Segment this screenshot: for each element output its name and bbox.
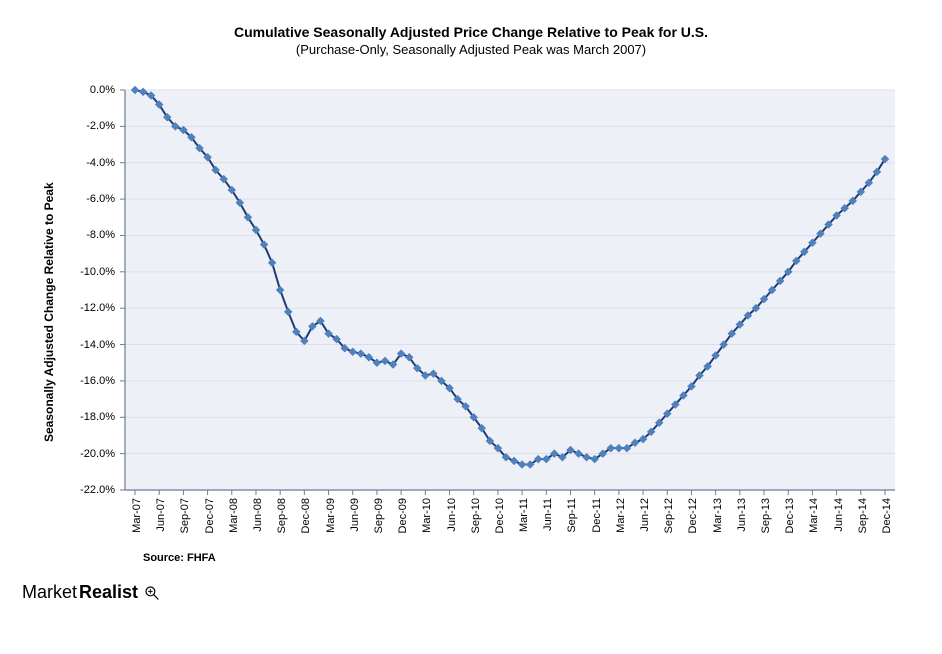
y-tick-label: -20.0% xyxy=(70,448,115,460)
x-tick-label: Sep-13 xyxy=(760,498,772,533)
x-tick-label: Sep-14 xyxy=(857,498,869,533)
y-tick-label: 0.0% xyxy=(70,84,115,96)
x-tick-label: Sep-07 xyxy=(179,498,191,533)
magnifying-glass-icon xyxy=(144,585,160,601)
y-tick-label: -22.0% xyxy=(70,484,115,496)
x-tick-label: Sep-12 xyxy=(663,498,675,533)
y-tick-label: -10.0% xyxy=(70,266,115,278)
x-tick-label: Jun-08 xyxy=(252,498,264,532)
x-tick-label: Jun-10 xyxy=(446,498,458,532)
x-tick-label: Dec-14 xyxy=(881,498,893,533)
x-tick-label: Dec-13 xyxy=(784,498,796,533)
x-tick-label: Mar-10 xyxy=(421,498,433,533)
x-tick-label: Jun-09 xyxy=(349,498,361,532)
y-tick-label: -16.0% xyxy=(70,375,115,387)
line-chart xyxy=(125,90,895,490)
x-tick-label: Sep-10 xyxy=(470,498,482,533)
x-tick-label: Jun-14 xyxy=(833,498,845,532)
x-tick-label: Sep-11 xyxy=(566,498,578,533)
x-tick-label: Dec-12 xyxy=(687,498,699,533)
chart-title: Cumulative Seasonally Adjusted Price Cha… xyxy=(0,24,942,40)
x-tick-label: Dec-11 xyxy=(591,498,603,533)
x-tick-label: Mar-07 xyxy=(131,498,143,533)
y-tick-label: -4.0% xyxy=(70,157,115,169)
y-tick-label: -12.0% xyxy=(70,302,115,314)
x-tick-label: Jun-12 xyxy=(639,498,651,532)
y-tick-label: -14.0% xyxy=(70,339,115,351)
page-root: Cumulative Seasonally Adjusted Price Cha… xyxy=(0,0,942,654)
x-tick-label: Dec-09 xyxy=(397,498,409,533)
y-axis-label: Seasonally Adjusted Change Relative to P… xyxy=(42,182,56,442)
x-tick-label: Jun-13 xyxy=(736,498,748,532)
chart-subtitle: (Purchase-Only, Seasonally Adjusted Peak… xyxy=(0,42,942,57)
logo-word-1: Market xyxy=(22,582,77,603)
logo-word-2: Realist xyxy=(79,582,138,603)
x-tick-label: Dec-07 xyxy=(204,498,216,533)
x-tick-label: Sep-08 xyxy=(276,498,288,533)
x-tick-label: Sep-09 xyxy=(373,498,385,533)
y-tick-label: -2.0% xyxy=(70,120,115,132)
x-tick-label: Mar-08 xyxy=(228,498,240,533)
x-tick-label: Mar-11 xyxy=(518,498,530,532)
y-tick-label: -8.0% xyxy=(70,229,115,241)
x-tick-label: Mar-09 xyxy=(325,498,337,533)
x-tick-label: Dec-10 xyxy=(494,498,506,533)
x-tick-label: Mar-13 xyxy=(712,498,724,533)
x-tick-label: Mar-12 xyxy=(615,498,627,533)
source-label: Source: FHFA xyxy=(143,552,216,564)
chart-title-block: Cumulative Seasonally Adjusted Price Cha… xyxy=(0,24,942,57)
x-tick-label: Jun-07 xyxy=(155,498,167,532)
market-realist-logo: Market Realist xyxy=(22,582,160,603)
x-tick-label: Jun-11 xyxy=(542,498,554,531)
x-tick-label: Mar-14 xyxy=(808,498,820,533)
y-tick-label: -18.0% xyxy=(70,411,115,423)
x-tick-label: Dec-08 xyxy=(300,498,312,533)
y-tick-label: -6.0% xyxy=(70,193,115,205)
